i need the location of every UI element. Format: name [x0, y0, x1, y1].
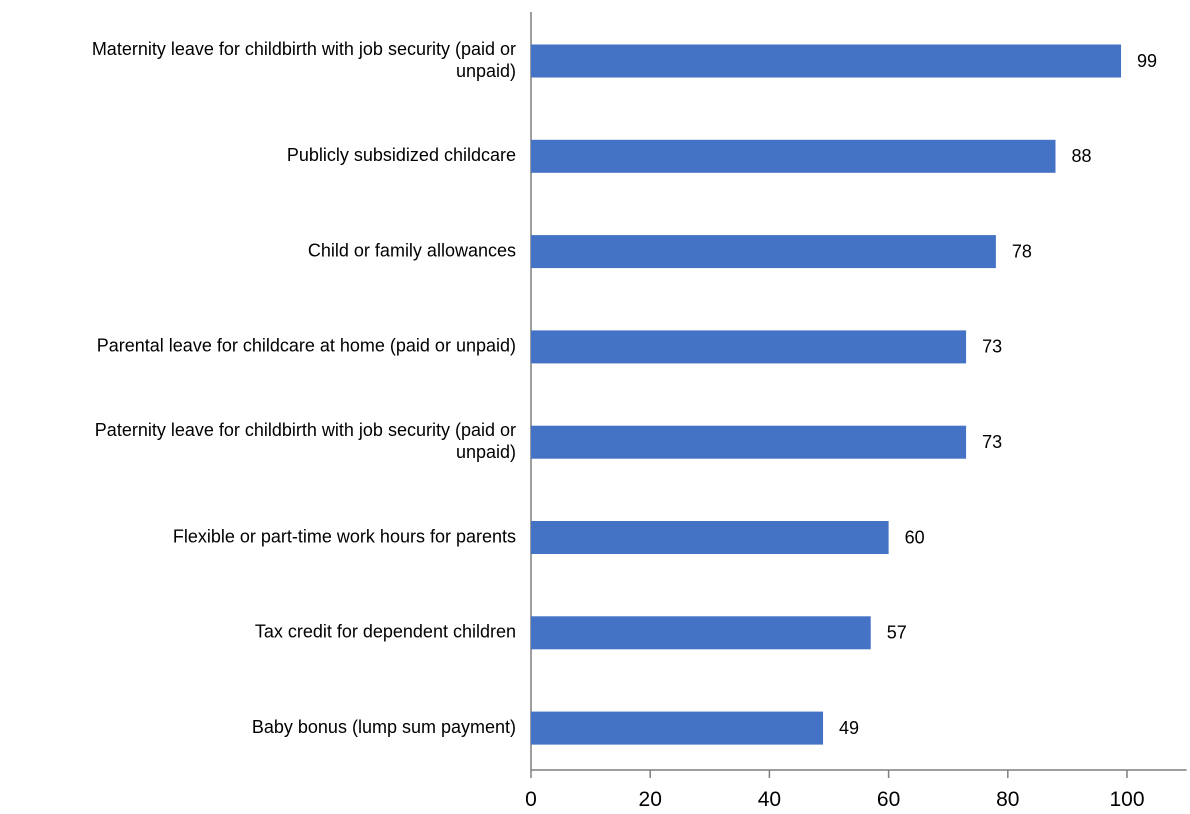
category-label: Paternity leave for childbirth with job …	[95, 420, 516, 440]
x-tick-label: 40	[758, 788, 781, 811]
x-tick-label: 100	[1109, 788, 1144, 811]
data-label: 88	[1071, 146, 1091, 166]
data-label: 73	[982, 337, 1002, 357]
bar	[531, 425, 967, 459]
x-tick-label: 80	[996, 788, 1019, 811]
x-tick-label: 20	[639, 788, 662, 811]
bar	[531, 330, 967, 364]
category-label: Parental leave for childcare at home (pa…	[97, 336, 516, 356]
bar	[531, 235, 996, 269]
data-label: 99	[1137, 51, 1157, 71]
category-label: Publicly subsidized childcare	[287, 145, 516, 165]
bar	[531, 711, 824, 745]
category-label: unpaid)	[456, 61, 516, 81]
data-label: 60	[905, 527, 925, 547]
bar	[531, 616, 871, 650]
bar	[531, 44, 1122, 78]
category-label: unpaid)	[456, 442, 516, 462]
data-label: 73	[982, 432, 1002, 452]
x-tick-label: 60	[877, 788, 900, 811]
data-label: 57	[887, 623, 907, 643]
bar	[531, 521, 889, 554]
category-label: Baby bonus (lump sum payment)	[252, 717, 516, 737]
category-label: Maternity leave for childbirth with job …	[92, 39, 516, 59]
bar	[531, 139, 1056, 173]
category-label: Tax credit for dependent children	[255, 622, 516, 642]
x-tick-label: 0	[525, 788, 537, 811]
data-label: 78	[1012, 241, 1032, 261]
category-label: Flexible or part-time work hours for par…	[173, 526, 516, 546]
category-label: Child or family allowances	[308, 240, 516, 260]
data-label: 49	[839, 718, 859, 738]
